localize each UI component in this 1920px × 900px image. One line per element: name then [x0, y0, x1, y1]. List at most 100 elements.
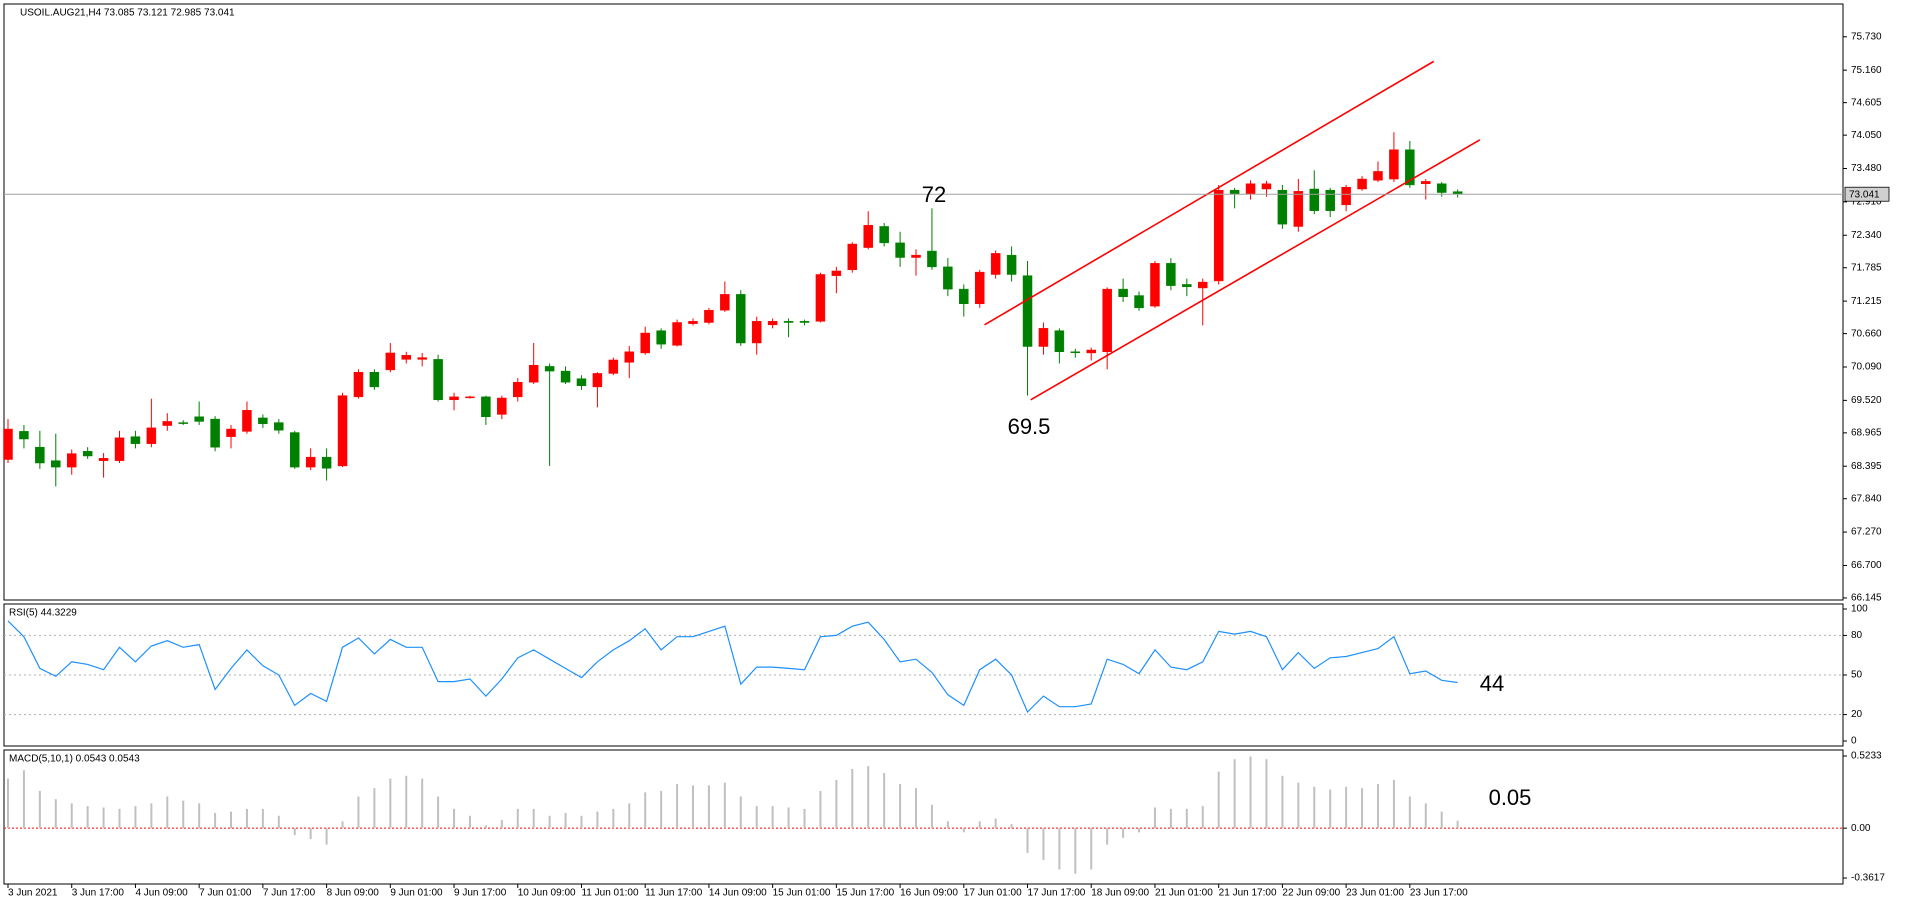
candle-body: [353, 372, 364, 398]
candle-body: [1245, 183, 1256, 194]
macd-bar: [293, 828, 296, 836]
candle-body: [1436, 183, 1447, 193]
candle-body: [3, 428, 13, 460]
y-tick-label: -0.3617: [1851, 873, 1885, 884]
candle-body: [274, 422, 284, 431]
candle-body: [895, 242, 905, 258]
channel-line: [984, 60, 1435, 326]
candle-body: [1182, 284, 1192, 288]
candle-body: [1293, 191, 1304, 227]
candle-body: [1373, 171, 1383, 181]
macd-bar: [1106, 828, 1109, 845]
candle-body: [656, 330, 666, 345]
macd-bar: [198, 803, 201, 829]
macd-bar: [1424, 803, 1427, 829]
macd-bar: [660, 790, 663, 829]
macd-bar: [644, 792, 647, 829]
y-tick-label: 67.270: [1851, 527, 1882, 538]
macd-bar: [230, 811, 233, 829]
macd-bar: [1408, 796, 1411, 829]
candle-body: [19, 431, 29, 440]
macd-bar: [102, 807, 105, 829]
candle-body: [672, 322, 682, 346]
macd-bar: [389, 778, 392, 829]
candle-body: [847, 243, 858, 271]
candle-body: [576, 378, 587, 386]
candle-body: [879, 226, 889, 244]
y-tick-label: 74.050: [1851, 130, 1882, 141]
y-tick-label: 72.910: [1851, 197, 1882, 208]
macd-bar: [468, 815, 471, 829]
x-tick-label: 23 Jun 01:00: [1346, 888, 1404, 899]
candle-body: [1054, 330, 1065, 353]
panel-title: RSI(5) 44.3229: [9, 608, 77, 619]
candle-body: [401, 355, 411, 360]
macd-bar: [214, 813, 217, 829]
candle-body: [974, 271, 985, 305]
candle-body: [82, 451, 93, 457]
macd-bar: [1074, 828, 1077, 874]
y-tick-label: 71.215: [1851, 296, 1882, 307]
candle-body: [114, 437, 125, 461]
macd-bar: [309, 828, 312, 840]
macd-bar: [1122, 828, 1125, 838]
candle-body: [959, 288, 969, 305]
macd-bar: [1329, 789, 1332, 829]
candle-body: [385, 352, 396, 371]
candle-body: [242, 410, 252, 432]
macd-bar: [357, 796, 360, 829]
candle-body: [911, 254, 921, 258]
macd-bar: [373, 788, 376, 829]
macd-bar: [676, 784, 679, 829]
candle-body: [863, 225, 873, 248]
macd-bar: [883, 773, 886, 829]
macd-bar: [803, 808, 806, 829]
macd-bar: [1281, 775, 1284, 829]
panel-border: [3, 3, 1844, 601]
candle-body: [799, 321, 810, 323]
candle-body: [1357, 178, 1367, 190]
macd-bar: [405, 775, 408, 829]
candle-body: [736, 294, 746, 344]
macd-bar: [691, 785, 694, 829]
x-tick-label: 9 Jun 17:00: [454, 888, 507, 899]
candle-body: [1166, 263, 1176, 286]
panel-title: USOIL.AUG21,H4 73.085 73.121 72.985 73.0…: [20, 8, 235, 19]
candle-body: [417, 357, 427, 360]
macd-bar: [755, 806, 758, 829]
x-tick-label: 17 Jun 17:00: [1028, 888, 1086, 899]
macd-bar: [1456, 820, 1459, 829]
candle-body: [1277, 189, 1288, 225]
macd-bar: [1345, 786, 1348, 829]
x-tick-label: 4 Jun 09:00: [135, 888, 188, 899]
candle-body: [927, 250, 937, 268]
macd-bar: [453, 808, 456, 829]
candle-body: [1070, 351, 1081, 354]
x-tick-label: 17 Jun 01:00: [964, 888, 1022, 899]
y-tick-label: 100: [1851, 604, 1868, 615]
y-tick-label: 67.840: [1851, 493, 1882, 504]
x-tick-label: 16 Jun 09:00: [900, 888, 958, 899]
candle-body: [465, 396, 475, 399]
candle-body: [990, 253, 1001, 275]
candle-body: [592, 373, 603, 388]
x-tick-label: 23 Jun 17:00: [1410, 888, 1468, 899]
x-tick-label: 14 Jun 09:00: [709, 888, 767, 899]
candle-body: [1022, 275, 1033, 347]
macd-bar: [723, 782, 726, 829]
candle-body: [1229, 189, 1240, 194]
y-tick-label: 20: [1851, 709, 1863, 720]
annotation: 0.05: [1489, 785, 1532, 810]
candle-body: [1134, 295, 1144, 309]
macd-bar: [7, 778, 9, 829]
x-tick-label: 21 Jun 17:00: [1219, 888, 1277, 899]
macd-bar: [1233, 759, 1236, 829]
candle-body: [305, 456, 316, 468]
macd-bar: [1297, 782, 1300, 829]
macd-bar: [851, 768, 854, 829]
y-tick-label: 0: [1851, 736, 1857, 747]
x-tick-label: 18 Jun 09:00: [1091, 888, 1149, 899]
macd-bar: [771, 806, 774, 829]
macd-bar: [946, 821, 949, 829]
